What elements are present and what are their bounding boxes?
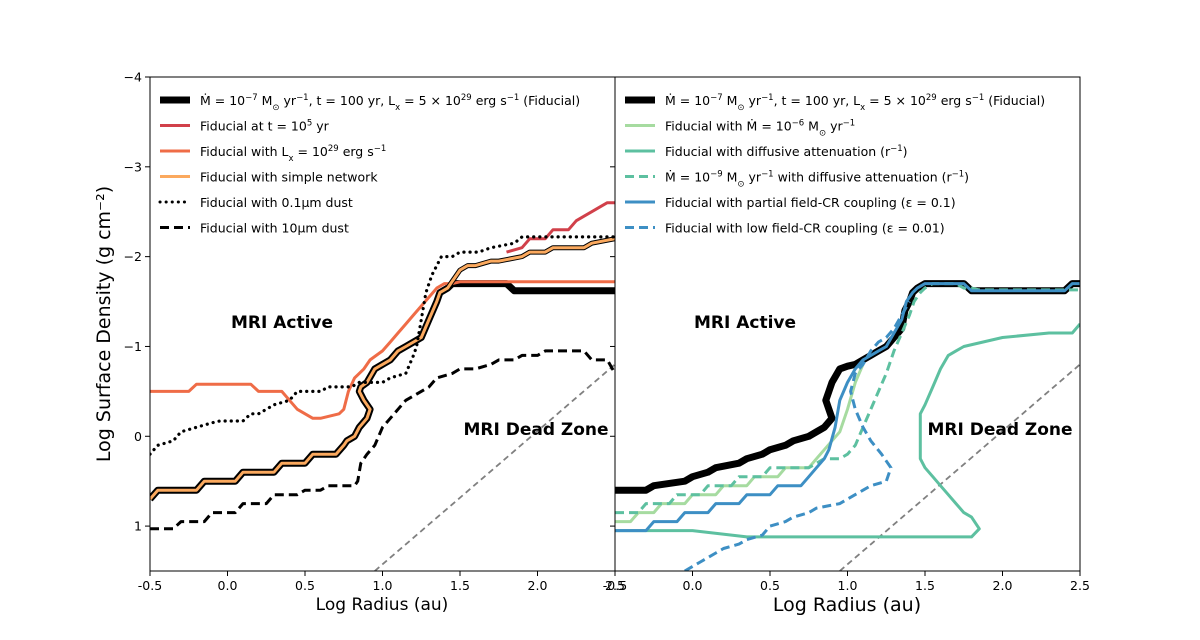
left-series-t1e5: [506, 201, 615, 254]
left-series-fiducial: [150, 280, 615, 502]
right-xtick-label: 1.5: [915, 578, 935, 593]
left-xtick-label: 2.5: [605, 578, 625, 593]
figure-ylabel: Log Surface Density (g cm⁻²): [93, 186, 115, 462]
right-legend-label-diffusive: Fiducial with diffusive attenuation (r−1…: [665, 144, 908, 159]
right-xtick-label: 2.5: [1070, 578, 1090, 593]
left-ytick-label: −4: [124, 70, 142, 85]
left-ytick-label: −1: [124, 339, 142, 354]
right-xtick-label: 0.5: [760, 578, 780, 593]
left-series-simple_network-outline: [150, 236, 615, 501]
right-legend-label-mdot1e-6: Fiducial with Ṁ = 10−6 M⊙ yr−1: [665, 119, 855, 139]
left-panel: MRI Active MRI Dead Zone Ṁ = 10−7 M⊙ yr−…: [124, 70, 625, 616]
left-xtick-label: 0.5: [295, 578, 315, 593]
right-xtick-label: 2.0: [993, 578, 1013, 593]
left-ticks: -0.5 0.0 0.5 1.0 1.5 2.0 2.5 1 0 −1 −2 −3 −4: [124, 70, 625, 594]
left-series-dust_10: [150, 349, 615, 531]
left-series-lx1e29: [150, 280, 615, 420]
left-annotation-mri-active: MRI Active: [231, 313, 333, 333]
right-legend-label-mdot1e-9_diffusive: Ṁ = 10−9 M⊙ yr−1 with diffusive attenuat…: [665, 170, 969, 190]
right-panel: MRI Active MRI Dead Zone Ṁ = 10−7 M⊙ yr−…: [603, 76, 1090, 616]
left-legend-label-dust_10: Fiducial with 10μm dust: [200, 221, 349, 236]
right-xtick-label: 0.0: [683, 578, 703, 593]
left-xlabel: Log Radius (au): [316, 595, 449, 615]
right-xtick-label: -0.5: [603, 578, 627, 593]
left-xtick-label: 1.0: [373, 578, 393, 593]
left-xtick-label: -0.5: [138, 578, 162, 593]
left-xtick-label: 0.0: [218, 578, 238, 593]
left-ytick-label: −3: [124, 159, 142, 174]
right-series-diffusive: [615, 323, 1080, 539]
left-ytick-label: −2: [124, 249, 142, 264]
right-series-mdot1e-6: [615, 363, 865, 524]
left-mri-boundary-line: [374, 363, 615, 571]
right-xtick-label: 1.0: [838, 578, 858, 593]
right-series-low_coupling: [684, 300, 911, 571]
left-ytick-label: 0: [134, 429, 142, 444]
left-ytick-label: 1: [134, 519, 142, 534]
left-series-dust_0p1: [150, 235, 615, 456]
left-legend-label-simple_network: Fiducial with simple network: [200, 170, 378, 185]
left-series-layer: [150, 201, 615, 531]
left-xtick-label: 1.5: [450, 578, 470, 593]
right-xlabel: Log Radius (au): [773, 594, 921, 616]
right-annotation-mri-dead-zone: MRI Dead Zone: [927, 420, 1072, 440]
left-legend-label-dust_0p1: Fiducial with 0.1μm dust: [200, 195, 353, 210]
right-series-layer: [615, 280, 1080, 571]
left-legend: Ṁ = 10−7 M⊙ yr−1, t = 100 yr, Lx = 5 × 1…: [158, 93, 580, 236]
left-xtick-label: 2.0: [528, 578, 548, 593]
right-series-fiducial: [615, 280, 1080, 494]
left-legend-label-lx1e29: Fiducial with Lx = 1029 erg s−1: [200, 144, 386, 164]
right-legend-label-partial_coupling: Fiducial with partial field-CR coupling …: [665, 195, 956, 210]
left-reference-layer: [374, 363, 615, 571]
left-legend-label-t1e5: Fiducial at t = 105 yr: [200, 119, 330, 134]
right-legend-label-fiducial: Ṁ = 10−7 M⊙ yr−1, t = 100 yr, Lx = 5 × 1…: [665, 93, 1045, 113]
left-legend-label-fiducial: Ṁ = 10−7 M⊙ yr−1, t = 100 yr, Lx = 5 × 1…: [200, 93, 580, 113]
right-legend-label-low_coupling: Fiducial with low field-CR coupling (ε =…: [665, 221, 945, 236]
left-annotation-mri-dead-zone: MRI Dead Zone: [463, 420, 608, 440]
left-series-simple_network: [150, 237, 615, 501]
right-ticks: -0.5 0.0 0.5 1.0 1.5 2.0 2.5: [603, 76, 1090, 593]
right-legend: Ṁ = 10−7 M⊙ yr−1, t = 100 yr, Lx = 5 × 1…: [625, 93, 1045, 236]
right-series-partial_coupling: [615, 282, 1080, 533]
right-annotation-mri-active: MRI Active: [694, 313, 796, 333]
